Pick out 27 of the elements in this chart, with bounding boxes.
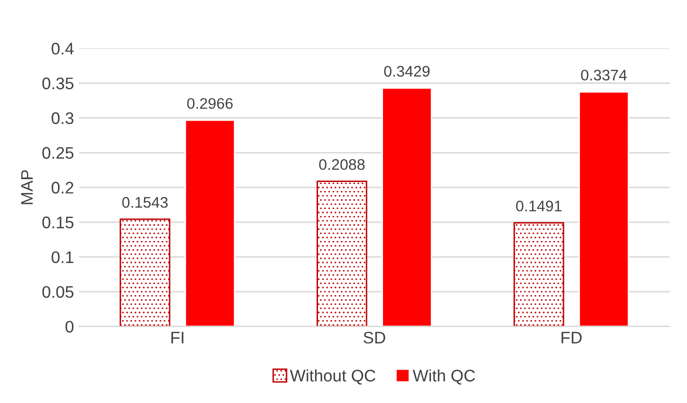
y-tick-label: 0.1 <box>52 251 74 264</box>
legend-label: With QC <box>412 369 475 385</box>
data-label: 0.1491 <box>516 200 562 212</box>
y-tick-label: 0.05 <box>42 286 74 298</box>
y-tick-label: 0.4 <box>52 42 74 55</box>
legend-label: Without QC <box>290 369 376 385</box>
y-tick-label: 0 <box>66 320 74 333</box>
y-tick-label: 0.25 <box>42 147 74 159</box>
bar <box>514 222 564 326</box>
bar <box>382 87 432 326</box>
data-label: 0.1543 <box>122 196 168 208</box>
x-tick-label: FI <box>171 332 184 344</box>
y-tick-label: 0.2 <box>52 182 74 194</box>
data-label: 0.2088 <box>319 159 365 170</box>
y-tick-label: 0.35 <box>42 78 74 90</box>
bar <box>184 120 236 326</box>
data-label: 0.2966 <box>187 98 233 109</box>
y-tick-label: 0.3 <box>52 112 74 124</box>
data-label: 0.3374 <box>581 70 627 81</box>
bar <box>120 218 170 326</box>
bar <box>578 91 630 326</box>
x-tick-label: SD <box>364 332 386 344</box>
data-label: 0.3429 <box>384 66 430 77</box>
y-tick-label: 0.15 <box>42 216 74 228</box>
x-tick-label: FD <box>562 332 582 344</box>
bar <box>316 180 368 326</box>
y-axis-title: MAP <box>21 170 33 204</box>
